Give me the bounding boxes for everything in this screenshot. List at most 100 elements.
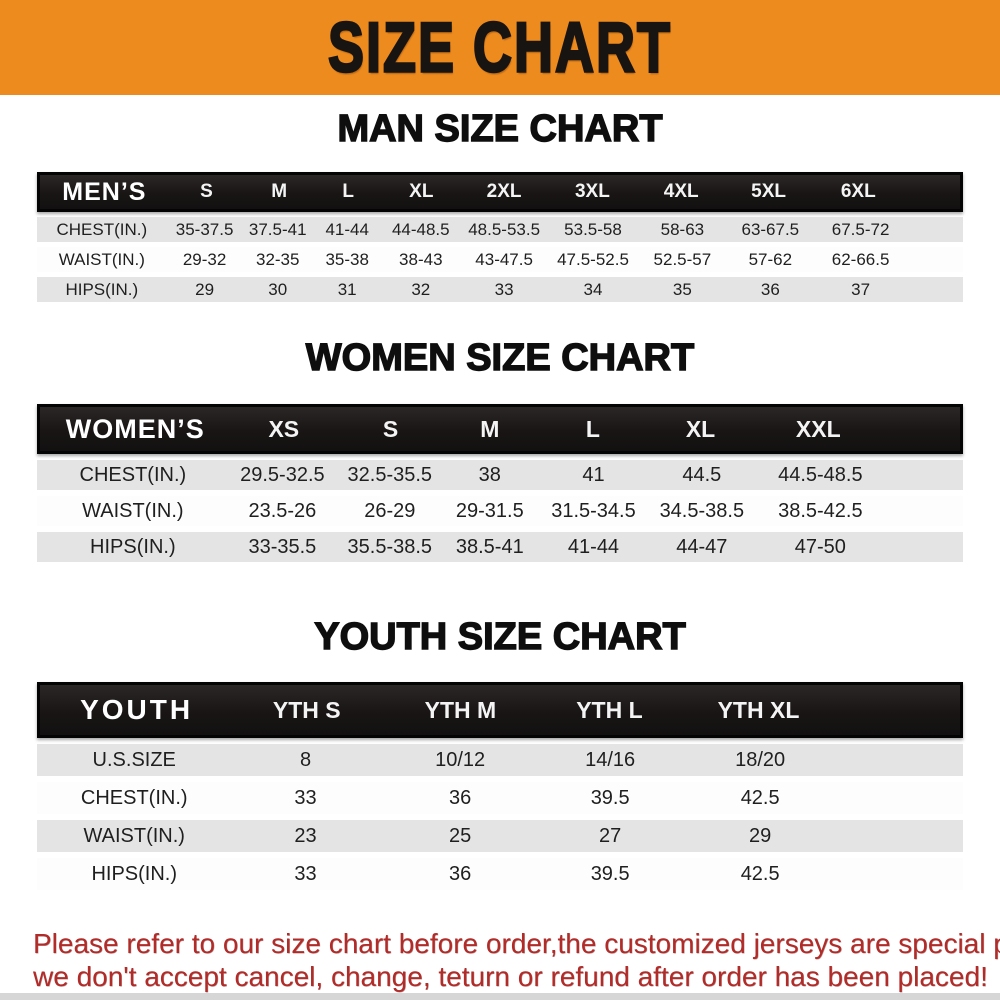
table-cell: 29-31.5	[455, 499, 524, 522]
table-cell: 18/20	[735, 748, 786, 771]
table-cell: 41-44	[567, 535, 620, 558]
table-cell: 58-63	[660, 219, 705, 239]
table-row: WAIST(IN.) 23 25 27 29	[37, 820, 963, 852]
column-header: S	[200, 181, 213, 202]
table-cell: 37.5-41	[248, 219, 307, 239]
table-cell: 42.5	[740, 862, 780, 885]
table-cell: 39.5	[590, 862, 630, 885]
row-label: WAIST(IN.)	[58, 249, 145, 269]
table-cell: 38	[478, 463, 501, 486]
row-label: U.S.SIZE	[92, 748, 176, 771]
table-cell: 41-44	[325, 219, 369, 239]
table-cell: 32	[411, 279, 431, 299]
table-cell: 42.5	[740, 786, 780, 809]
row-label: CHEST(IN.)	[56, 219, 148, 239]
table-row: WAIST(IN.) 23.5-26 26-29 29-31.5 31.5-34.5 34…	[37, 496, 963, 526]
table-cell: 44.5-48.5	[778, 463, 863, 486]
table-cell: 47-50	[794, 535, 846, 558]
table-cell: 26-29	[364, 499, 416, 522]
women-table-header-row: WOMEN’S XS S M L XL XXL	[37, 404, 963, 454]
column-header: S	[382, 415, 399, 442]
table-row: CHEST(IN.) 33 36 39.5 42.5	[37, 782, 963, 814]
row-label: CHEST(IN.)	[79, 463, 187, 486]
row-label: HIPS(IN.)	[91, 862, 177, 885]
column-header: XL	[685, 415, 716, 442]
table-cell: 29-32	[182, 249, 227, 269]
table-cell: 31.5-34.5	[551, 499, 636, 522]
table-cell: 32-35	[255, 249, 300, 269]
table-cell: 44-48.5	[391, 219, 450, 239]
table-row: U.S.SIZE 8 10/12 14/16 18/20	[37, 744, 963, 776]
women-chart-title: WOMEN SIZE CHART	[305, 337, 695, 379]
table-cell: 52.5-57	[653, 249, 712, 269]
table-cell: 43-47.5	[475, 249, 533, 269]
column-header: 2XL	[486, 181, 522, 202]
column-header: YTH S	[272, 696, 341, 723]
table-cell: 53.5-58	[564, 219, 622, 239]
row-label: WAIST(IN.)	[83, 824, 185, 847]
table-cell: 34	[583, 279, 603, 299]
table-cell: 48.5-53.5	[468, 219, 541, 239]
table-cell: 35-37.5	[175, 219, 234, 239]
table-row: HIPS(IN.) 33-35.5 35.5-38.5 38.5-41 41-44 44-…	[37, 532, 963, 562]
table-cell: 38-43	[399, 249, 443, 269]
table-header-label: YOUTH	[80, 694, 194, 725]
table-cell: 8	[299, 748, 312, 771]
youth-table-header-row: YOUTH YTH S YTH M YTH L YTH XL	[37, 682, 963, 738]
men-chart-title: MAN SIZE CHART	[337, 108, 664, 150]
table-cell: 36	[449, 786, 472, 809]
table-cell: 32.5-35.5	[347, 463, 433, 486]
column-header: 3XL	[574, 181, 610, 202]
table-row: HIPS(IN.) 29 30 31 32 33 34 35 36 37	[37, 277, 963, 302]
column-header: YTH M	[424, 696, 497, 723]
table-cell: 30	[268, 279, 288, 299]
column-header: XL	[409, 181, 434, 202]
row-label: HIPS(IN.)	[65, 279, 139, 299]
column-header: YTH XL	[717, 696, 800, 723]
youth-chart-title: YOUTH SIZE CHART	[314, 616, 687, 658]
row-label: WAIST(IN.)	[82, 499, 184, 522]
note-line-2: we don't accept cancel, change, teturn o…	[33, 961, 988, 992]
column-header: M	[480, 415, 500, 442]
table-row: CHEST(IN.) 35-37.5 37.5-41 41-44 44-48.5 48.5…	[37, 217, 963, 242]
table-cell: 33	[494, 279, 514, 299]
table-header-label: MEN’S	[62, 177, 147, 206]
table-cell: 34.5-38.5	[659, 499, 745, 522]
table-cell: 31	[337, 279, 357, 299]
table-cell: 57-62	[748, 249, 793, 269]
table-row: WAIST(IN.) 29-32 32-35 35-38 38-43 43-47.5 47.…	[37, 247, 963, 272]
banner-title: SIZE CHART	[327, 7, 672, 88]
table-cell: 36	[449, 862, 472, 885]
table-cell: 39.5	[590, 786, 630, 809]
men-table-header-row: MEN’S S M L XL 2XL 3XL 4XL 5XL 6XL	[37, 172, 963, 212]
table-cell: 67.5-72	[831, 219, 890, 239]
table-cell: 47.5-52.5	[557, 249, 629, 269]
table-cell: 62-66.5	[831, 249, 890, 269]
table-row: HIPS(IN.) 33 36 39.5 42.5	[37, 858, 963, 890]
banner: SIZE CHART	[0, 0, 1000, 95]
table-cell: 29	[195, 279, 215, 299]
column-header: 6XL	[840, 181, 876, 202]
table-cell: 35	[672, 279, 692, 299]
table-cell: 25	[449, 824, 472, 847]
table-cell: 38.5-42.5	[778, 499, 863, 522]
order-note: Please refer to our size chart before or…	[33, 927, 1000, 993]
table-row: CHEST(IN.) 29.5-32.5 32.5-35.5 38 41 44.5 44.5…	[37, 460, 963, 490]
table-cell: 37	[851, 279, 871, 299]
table-cell: 41	[582, 463, 605, 486]
column-header: L	[342, 181, 354, 202]
note-line-1: Please refer to our size chart before or…	[33, 928, 1000, 959]
column-header: 5XL	[751, 181, 786, 202]
table-cell: 44.5	[682, 463, 722, 486]
table-cell: 35.5-38.5	[347, 535, 433, 558]
men-size-table: MEN’S S M L XL 2XL 3XL 4XL 5XL 6XL CHEST(IN.) 35-3…	[37, 172, 963, 302]
column-header: 4XL	[663, 181, 699, 202]
table-cell: 35-38	[325, 249, 369, 269]
row-label: CHEST(IN.)	[80, 786, 188, 809]
table-cell: 23	[294, 824, 317, 847]
bottom-edge-strip	[0, 993, 1000, 1000]
table-cell: 36	[760, 279, 780, 299]
table-cell: 44-47	[676, 535, 728, 558]
table-cell: 29	[749, 824, 772, 847]
